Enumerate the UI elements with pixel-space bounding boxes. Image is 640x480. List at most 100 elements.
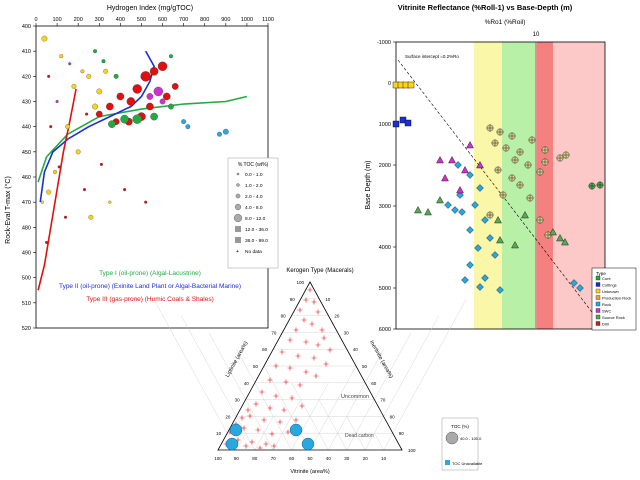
hi-data-point [146,102,154,111]
ternary-toc-title: TOC (%) [451,424,469,429]
ternary-cross [267,377,273,383]
ternary-cross [269,431,275,437]
hi-data-point [140,71,151,82]
hi-data-point [159,98,166,105]
vr-y-tick-label: 6000 [379,327,391,333]
ternary-cross [277,419,283,425]
vr-trend-line [397,59,606,330]
vr-point-triangle [494,216,502,224]
ternary-gridline [291,382,329,451]
hi-data-point [146,93,154,100]
vr-point-triangle [436,196,444,204]
ternary-cross [307,287,313,293]
ternary-cross [299,403,305,409]
vr-point-diamond [474,244,482,252]
hi-curve-type1 [37,95,248,183]
vr-point-diamond [481,216,489,224]
type1-label: Type I (oil-prone) (Algal-Lacustrine) [99,270,201,277]
ternary-toc-unavail-swatch [445,460,450,465]
ternary-cross [295,353,301,359]
ternary-cross [273,393,279,399]
vr-y-tick-label: 1000 [379,122,391,128]
hi-y-tick-label: 450 [22,150,31,156]
hi-data-point [99,162,103,166]
ternary-cross [287,365,293,371]
vr-point-triangle [436,156,444,164]
vr-point-cross [487,212,493,218]
hi-data-point [75,149,81,155]
toc-legend-item: 36.0 - 99.0 [245,238,268,244]
vr-depth-y-ticks: -1000 0 1000 2000 3000 4000 5000 6000 [377,40,396,333]
hi-x-tick-label: 500 [137,17,146,23]
hi-data-point [101,59,106,64]
ternary-cross [283,379,289,385]
ternary-gridline [319,399,347,451]
hi-x-tick-label: 900 [221,17,230,23]
ternary-tick-bottom: 80 [252,456,258,461]
vr-point-cross [589,183,595,189]
ternary-tick-left: 60 [262,347,268,352]
toc-legend-swatch [235,237,241,243]
ternary-cross [289,395,295,401]
toc-legend-swatch [235,226,241,232]
vr-point-diamond [486,234,494,242]
hi-x-tick-label: 800 [200,17,209,23]
hi-data-point [171,83,179,90]
ternary-tick-left: 10 [216,431,222,436]
ternary-cross [309,321,315,327]
hi-data-point [149,67,159,76]
vr-point-square [392,120,400,128]
ternary-cross [287,337,293,343]
vr-legend-swatch [595,308,601,313]
hi-x-tick-label: 1100 [262,17,274,23]
vr-point-diamond [451,206,459,214]
ternary-cross [321,335,327,341]
hi-x-tick-label: 1000 [241,17,253,23]
hi-data-point [157,61,168,71]
vr-depth-chart: Vitrinite Reflectance (%Roll-1) vs Base-… [365,3,637,333]
hi-tmax-x-ticks: 0 100 200 300 400 500 600 700 800 900 1000 1100 [34,17,274,26]
ternary-tick-bottom: 40 [326,456,332,461]
ternary-toc-swatch [445,431,459,445]
ternary-cross [315,342,321,348]
hi-data-point [132,84,142,94]
vr-legend-label: Rock [602,302,611,307]
ternary-tick-bottom: 50 [307,456,313,461]
hi-data-point [120,114,129,124]
toc-legend-item: 8.0 - 12.0 [245,216,266,222]
hi-y-tick-label: 460 [22,175,31,181]
vr-point-cross [597,182,603,188]
toc-legend-swatch [236,172,240,176]
ternary-tick-bottom: 10 [381,456,387,461]
vr-point-triangle [466,141,474,149]
vr-point-cross [517,182,523,188]
zone-uncommon: Uncommon [341,394,369,400]
hi-tmax-points [40,35,229,244]
ternary-cross [253,401,259,407]
ternary-tick-left: 30 [235,398,241,403]
ternary-cross [279,349,285,355]
ternary-cross [267,405,273,411]
vr-point-cross [512,157,518,163]
ternary-tick-right: 100 [408,448,416,453]
vr-legend-swatch [595,282,601,287]
hi-data-point [88,214,94,220]
vr-point-square [404,119,412,127]
vr-point-triangle [561,238,569,246]
ternary-cross [239,415,245,421]
hi-data-point [95,110,103,118]
hi-data-point [106,102,114,111]
ternary-gridline [153,298,237,451]
vr-point-diamond [476,283,484,291]
vr-point-diamond [466,171,474,179]
ternary-toc-point [289,423,303,437]
vr-point-cross [563,152,569,158]
ternary-tick-right: 80 [390,414,396,419]
ternary-toc-unavail: TOC Unavailable [452,461,483,466]
ternary-cross [303,369,309,375]
vr-point-cross [497,129,503,135]
ternary-gridline [346,332,412,451]
ternary-cross [241,425,247,431]
hi-data-point [55,99,59,104]
vr-y-tick-label: 0 [388,81,391,87]
